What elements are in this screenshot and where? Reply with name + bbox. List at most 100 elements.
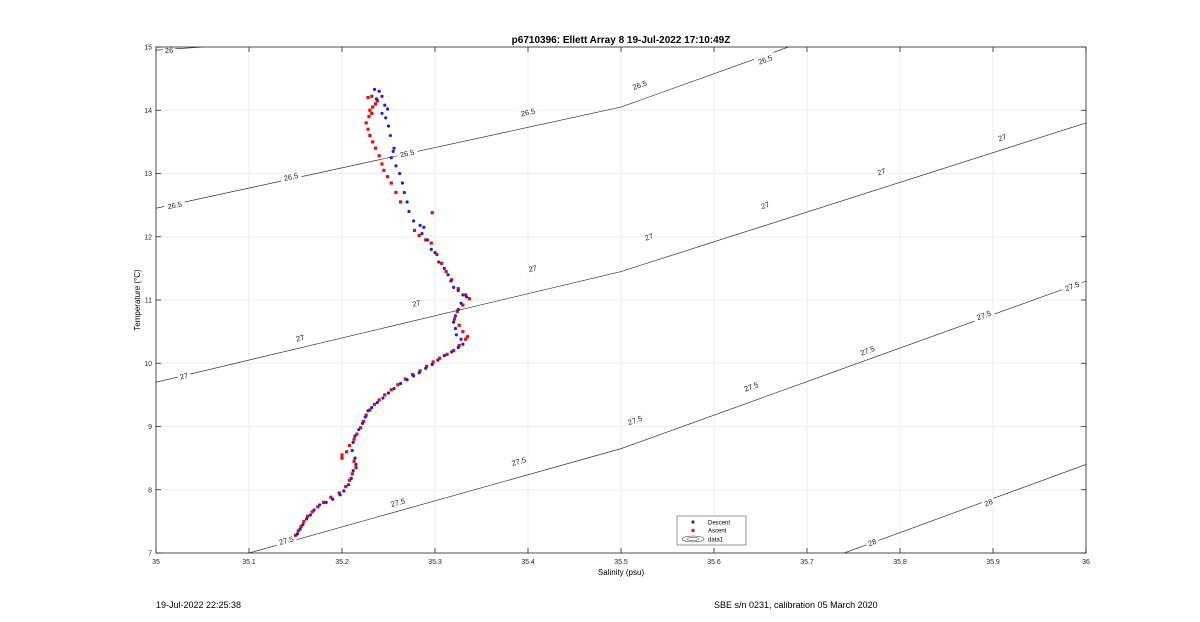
contour-label-bg [874, 165, 889, 178]
contour-label-bg [386, 495, 410, 510]
contour-label-bg [163, 198, 186, 212]
x-tick-label: 35.4 [521, 559, 535, 566]
x-tick-label: 35.1 [242, 559, 256, 566]
y-tick-label: 13 [144, 171, 152, 178]
x-tick-label: 35.6 [707, 559, 721, 566]
ascent-point [367, 114, 371, 119]
x-tick-label: 35.5 [614, 559, 628, 566]
ascent-point [296, 529, 300, 533]
descent-point [308, 513, 312, 517]
ascent-point [293, 533, 298, 537]
descent-point [351, 469, 355, 473]
data-points [293, 87, 472, 537]
contour-label: 26.5 [167, 199, 183, 211]
descent-point [338, 493, 342, 497]
ascent-point [455, 309, 459, 313]
ascent-point [371, 140, 375, 144]
descent-point [398, 381, 403, 386]
ascent-point [364, 121, 368, 125]
ascent-point [305, 514, 310, 518]
contour-label-group: 27 [176, 370, 191, 382]
descent-point [417, 371, 421, 375]
contour-label: 27.5 [511, 455, 527, 468]
axis-ticks: 35 35.1 35.2 35.3 35.4 35.5 35.6 35.7 35.8 35.9 36… [144, 45, 1090, 567]
descent-point [357, 428, 361, 432]
footer-calibration: SBE s/n 0231, calibration 05 March 2020 [714, 600, 878, 610]
contour-label: 26.5 [757, 53, 774, 66]
contour-label-bg [856, 342, 879, 359]
contour-label-bg [757, 198, 773, 212]
legend-descent-marker [691, 520, 695, 524]
ascent-point [461, 330, 465, 334]
descent-point [375, 400, 379, 405]
contour-label-group: 27 [525, 262, 540, 275]
contour-line-27 [156, 122, 1086, 383]
ascent-point [418, 369, 422, 373]
ascent-point [321, 500, 325, 504]
contour-label-bg [1060, 278, 1084, 294]
contour-label-bg [628, 77, 651, 93]
ascent-point [316, 505, 320, 509]
descent-point [331, 497, 335, 501]
contour-label-bg [739, 378, 763, 395]
contour-label: 27 [644, 231, 655, 242]
contour-label-bg [395, 146, 419, 160]
ascent-point [430, 211, 434, 215]
contour-label-group: 26.5 [279, 170, 302, 184]
contour-label: 26.5 [520, 106, 536, 118]
descent-point [324, 500, 328, 504]
ascent-point [383, 393, 387, 397]
ascent-point [457, 323, 461, 327]
ascent-point [382, 168, 386, 172]
ascent-point [377, 398, 381, 402]
contour-line-27.5 [248, 280, 1086, 553]
ascent-point [310, 510, 314, 514]
ascent-point [389, 388, 393, 392]
descent-point [456, 307, 460, 312]
descent-point [381, 396, 385, 400]
contour-label: 26.5 [631, 79, 648, 92]
legend-contour-marker-inner [686, 537, 700, 541]
descent-point [425, 238, 430, 242]
contour-label-group: 27.5 [739, 378, 763, 395]
descent-point [459, 301, 463, 305]
descent-point [422, 225, 426, 229]
contour-label-group: 27 [995, 131, 1010, 144]
contour-label-group: 27 [641, 230, 657, 243]
descent-point [391, 149, 395, 153]
descent-point [389, 156, 393, 160]
descent-point [442, 354, 446, 358]
x-axis-label: Salinity (psu) [598, 568, 645, 577]
x-tick-label: 35.8 [893, 559, 907, 566]
ascent-point [445, 352, 449, 356]
descent-point [465, 295, 469, 299]
ascent-point [431, 360, 435, 364]
contour-label: 28 [983, 497, 994, 508]
descent-point [449, 279, 453, 283]
ascent-point [366, 96, 370, 100]
contour-label: 27 [997, 132, 1008, 143]
descent-point [459, 337, 463, 341]
descent-point [436, 358, 440, 362]
y-tick-label: 7 [148, 551, 152, 558]
descent-point [392, 386, 396, 391]
descent-point [454, 333, 458, 337]
contour-label: 26.5 [283, 171, 299, 183]
descent-point [374, 97, 379, 101]
legend-contour-marker [681, 535, 705, 543]
descent-point [392, 146, 396, 150]
contour-label-group: 27.5 [386, 495, 410, 510]
descent-point [388, 133, 392, 138]
descent-point [407, 209, 411, 214]
ascent-point [368, 108, 372, 112]
descent-point [366, 409, 370, 413]
y-tick-label: 10 [144, 361, 152, 368]
ascent-point [373, 146, 378, 150]
contour-label: 27 [876, 166, 887, 177]
ascent-point [370, 94, 374, 98]
y-tick-label: 15 [144, 45, 152, 52]
y-tick-label: 12 [144, 234, 152, 241]
descent-point [452, 320, 456, 324]
descent-point [405, 378, 409, 382]
